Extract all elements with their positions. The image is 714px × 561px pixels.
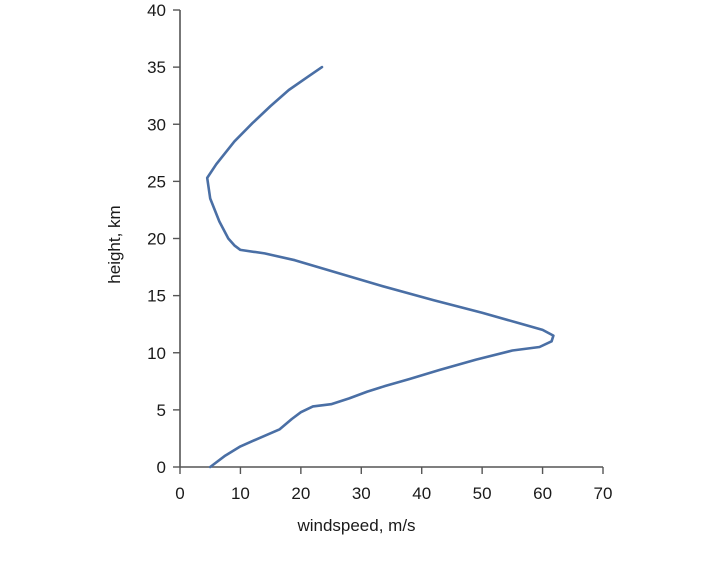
y-axis: 0 5 10 15 20 25 30 35 40 <box>147 1 181 477</box>
x-tick-label: 0 <box>175 484 184 503</box>
y-tick-label: 10 <box>147 344 166 363</box>
x-tick-label: 40 <box>412 484 431 503</box>
y-tick-label: 40 <box>147 1 166 20</box>
x-axis-title: windspeed, m/s <box>296 516 415 535</box>
y-tick-label: 15 <box>147 287 166 306</box>
x-tick-label: 20 <box>291 484 310 503</box>
y-tick-label: 35 <box>147 58 166 77</box>
x-tick-label: 60 <box>533 484 552 503</box>
y-tick-label: 5 <box>157 401 166 420</box>
x-tick-label: 70 <box>594 484 613 503</box>
x-tick-label: 30 <box>352 484 371 503</box>
y-tick-label: 25 <box>147 172 166 191</box>
y-axis-title: height, km <box>105 205 124 283</box>
x-tick-label: 50 <box>473 484 492 503</box>
x-tick-label: 10 <box>231 484 250 503</box>
y-tick-label: 30 <box>147 115 166 134</box>
x-axis: 0 10 20 30 40 50 60 70 <box>175 466 613 503</box>
series-line <box>205 65 555 469</box>
y-tick-label: 0 <box>157 458 166 477</box>
y-tick-label: 20 <box>147 230 166 249</box>
